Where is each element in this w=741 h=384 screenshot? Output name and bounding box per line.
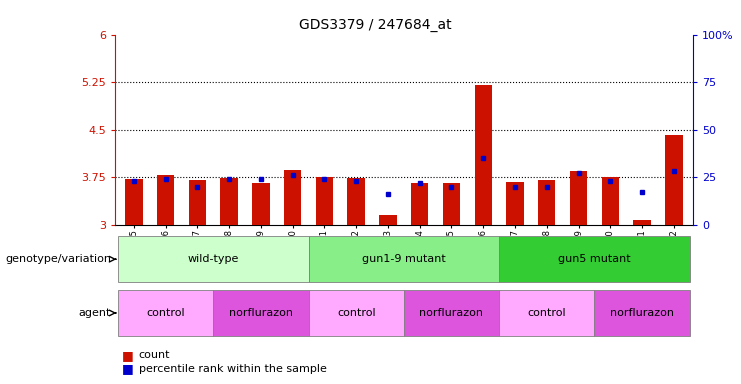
Text: ■: ■ [122, 362, 134, 375]
Bar [499, 236, 690, 282]
Bar [118, 290, 213, 336]
Bar [474, 85, 492, 225]
Text: norflurazon: norflurazon [419, 308, 483, 318]
Bar [634, 220, 651, 225]
Text: control: control [528, 308, 566, 318]
Bar [499, 290, 594, 336]
Bar [316, 177, 333, 225]
Text: genotype/variation: genotype/variation [5, 254, 111, 264]
Text: wild-type: wild-type [187, 254, 239, 264]
Text: control: control [147, 308, 185, 318]
Bar [157, 175, 174, 225]
Bar [538, 180, 556, 225]
Text: percentile rank within the sample: percentile rank within the sample [139, 364, 327, 374]
Bar [348, 179, 365, 225]
Bar [665, 135, 682, 225]
Bar [221, 179, 238, 225]
Text: agent: agent [79, 308, 111, 318]
Bar [308, 290, 404, 336]
Bar [189, 180, 206, 225]
Bar [125, 179, 142, 225]
Text: count: count [139, 350, 170, 360]
Bar [118, 236, 308, 282]
Bar [308, 236, 499, 282]
Bar [252, 184, 270, 225]
Text: gun1-9 mutant: gun1-9 mutant [362, 254, 446, 264]
Text: ■: ■ [122, 349, 134, 362]
Bar [404, 290, 499, 336]
Text: control: control [337, 308, 376, 318]
Text: gun5 mutant: gun5 mutant [558, 254, 631, 264]
Bar [213, 290, 308, 336]
Bar [506, 182, 524, 225]
Text: norflurazon: norflurazon [229, 308, 293, 318]
Bar [284, 169, 302, 225]
Bar [594, 290, 690, 336]
Bar [570, 171, 587, 225]
Title: GDS3379 / 247684_at: GDS3379 / 247684_at [299, 18, 451, 32]
Bar [442, 184, 460, 225]
Bar [411, 184, 428, 225]
Bar [602, 177, 619, 225]
Text: norflurazon: norflurazon [610, 308, 674, 318]
Bar [379, 215, 396, 225]
